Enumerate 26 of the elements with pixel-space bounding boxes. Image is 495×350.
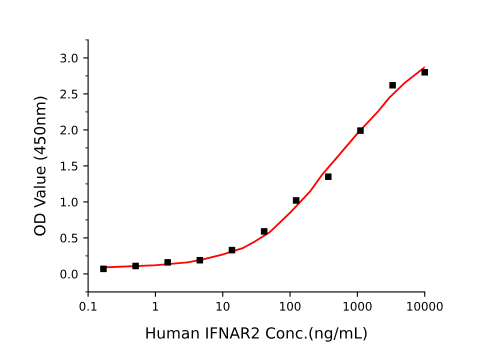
point [132,262,139,270]
y-tick-label: 1.0 [60,198,78,207]
y-axis-title: OD Value (450nm) [34,96,48,236]
x-tick-label: 0.1 [80,302,96,311]
y-tick-label: 2.5 [60,90,78,99]
point [357,127,364,134]
x-tick-label: 10 [216,302,230,311]
point [292,197,300,204]
point [196,256,204,264]
point [325,173,332,180]
y-tick-label: 0.5 [60,234,78,243]
point [421,69,428,76]
y-tick-label: 0.0 [60,270,78,279]
point [228,246,236,254]
x-axis-title: Human IFNAR2 Conc.(ng/mL) [146,326,367,342]
point [100,266,107,272]
y-tick-label: 2.0 [60,126,78,135]
y-tick-label: 3.0 [60,54,78,63]
point [389,82,396,89]
x-tick-label: 100 [280,302,301,311]
x-tick-label: 1000 [344,302,372,311]
point [164,259,171,266]
point [260,228,268,235]
x-tick-label: 1 [152,302,158,311]
y-tick-label: 1.5 [60,162,78,171]
x-tick-label: 10000 [407,302,443,311]
